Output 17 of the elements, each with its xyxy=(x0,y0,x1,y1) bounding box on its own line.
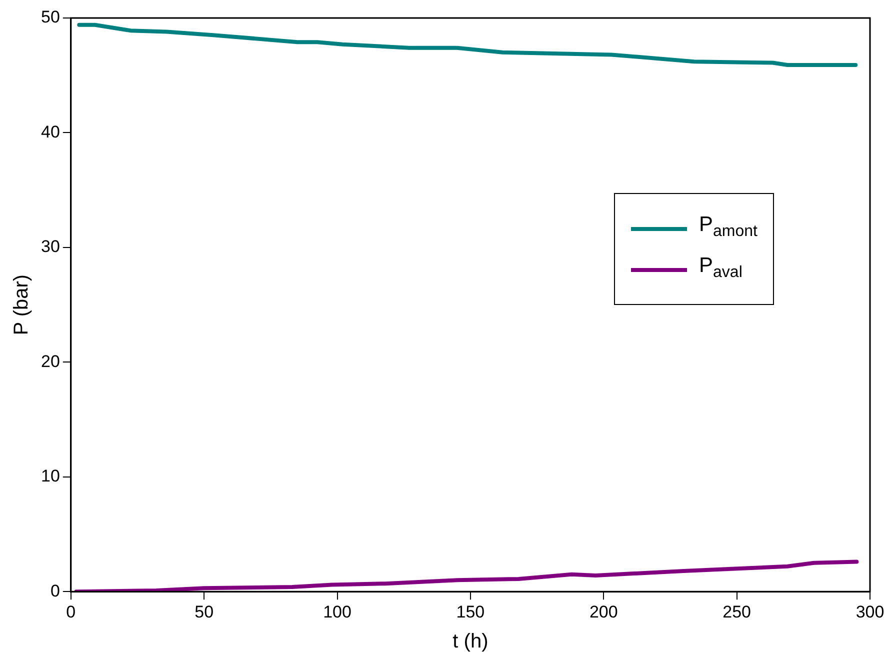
x-tick-label: 100 xyxy=(323,602,352,622)
y-tick-label: 30 xyxy=(40,237,60,256)
y-tick-label: 40 xyxy=(40,122,60,142)
x-tick-label: 50 xyxy=(194,602,214,622)
x-tick-label: 300 xyxy=(856,602,884,622)
x-tick-label: 150 xyxy=(456,602,485,622)
y-tick-label: 10 xyxy=(40,466,60,486)
x-tick-label: 0 xyxy=(66,602,76,622)
x-axis-title: t (h) xyxy=(452,630,488,653)
y-tick-label: 50 xyxy=(40,8,60,27)
y-axis-title: P (bar) xyxy=(10,274,33,336)
legend-label: P$_{aval}$ xyxy=(699,253,742,284)
y-tick-label: 0 xyxy=(50,581,60,600)
x-tick-label: 250 xyxy=(722,602,752,622)
y-tick-label: 20 xyxy=(40,352,60,371)
legend-label: P$_{amont}$ xyxy=(699,212,758,242)
x-tick-label: 200 xyxy=(589,602,618,622)
